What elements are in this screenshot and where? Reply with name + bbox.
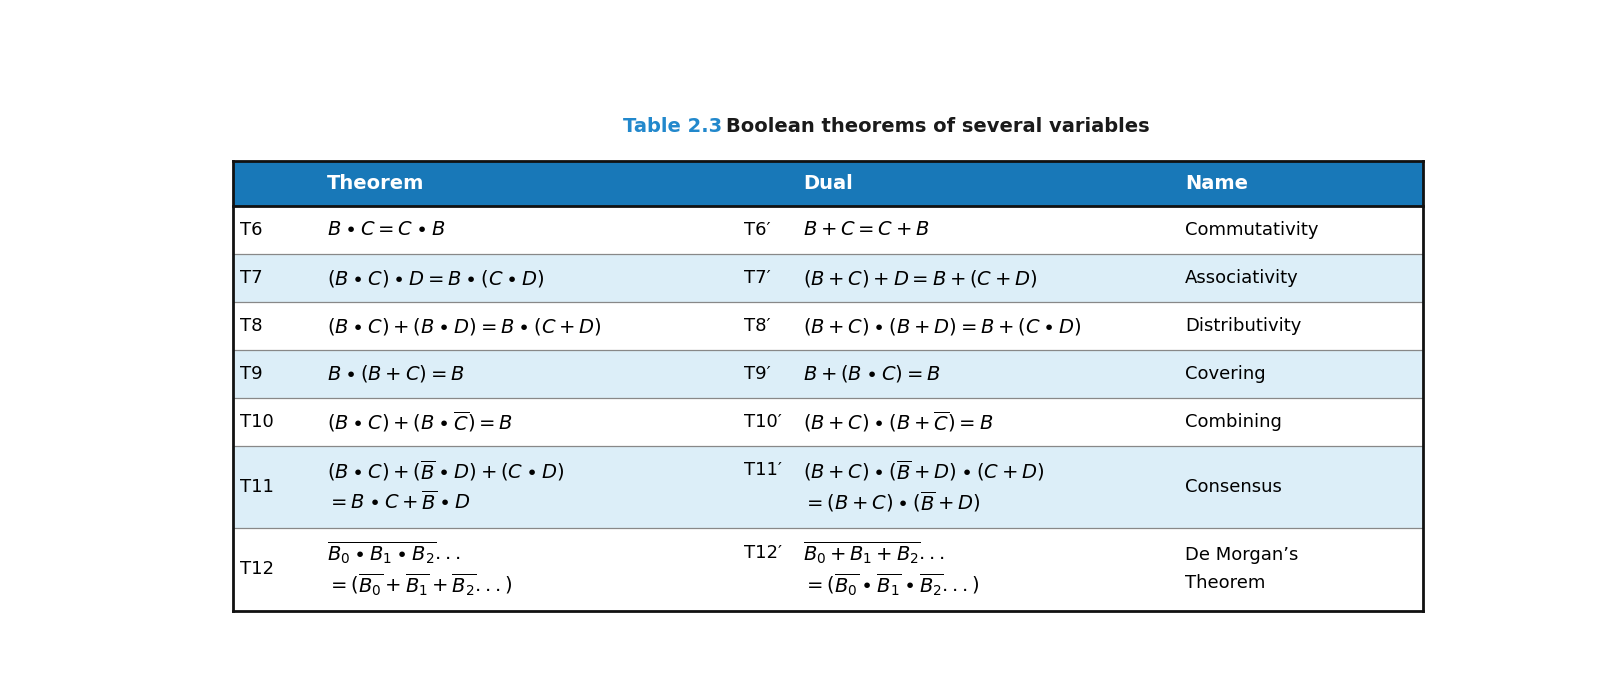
Text: $(B \bullet C) \bullet D = B \bullet (C \bullet D)$: $(B \bullet C) \bullet D = B \bullet (C … xyxy=(326,268,545,288)
Text: $(B \bullet C) + (B \bullet \overline{C}) = B$: $(B \bullet C) + (B \bullet \overline{C}… xyxy=(326,409,514,434)
Bar xyxy=(233,302,1424,350)
Text: Covering: Covering xyxy=(1185,365,1265,383)
Text: T6′: T6′ xyxy=(745,221,771,239)
Text: $\overline{B_0 \bullet B_1 \bullet B_2}...$: $\overline{B_0 \bullet B_1 \bullet B_2}.… xyxy=(326,539,461,566)
Text: $= (\overline{B_0} \bullet \overline{B_1} \bullet \overline{B_2}...)$: $= (\overline{B_0} \bullet \overline{B_1… xyxy=(803,571,981,598)
Text: T11: T11 xyxy=(239,478,273,496)
Bar xyxy=(233,161,1424,206)
Bar xyxy=(233,528,1424,610)
Text: De Morgan’s: De Morgan’s xyxy=(1185,546,1299,564)
Text: $= B \bullet C + \overline{B} \bullet D$: $= B \bullet C + \overline{B} \bullet D$ xyxy=(326,490,472,514)
Text: T11′: T11′ xyxy=(745,461,782,480)
Text: T9: T9 xyxy=(239,365,262,383)
Text: $(B + C) \bullet (\overline{B} + D) \bullet (C + D)$: $(B + C) \bullet (\overline{B} + D) \bul… xyxy=(803,458,1044,483)
Text: $B \bullet (B + C) = B$: $B \bullet (B + C) = B$ xyxy=(326,363,465,384)
Text: Name: Name xyxy=(1185,174,1248,193)
Text: Combining: Combining xyxy=(1185,413,1281,431)
Text: $(B + C) \bullet (B + \overline{C}) = B$: $(B + C) \bullet (B + \overline{C}) = B$ xyxy=(803,409,994,434)
Text: $B + (B \bullet C) = B$: $B + (B \bullet C) = B$ xyxy=(803,363,941,384)
Text: T8′: T8′ xyxy=(745,317,771,335)
Text: $\overline{B_0 + B_1 + B_2}...$: $\overline{B_0 + B_1 + B_2}...$ xyxy=(803,539,945,566)
Text: Theorem: Theorem xyxy=(326,174,425,193)
Text: Commutativity: Commutativity xyxy=(1185,221,1319,239)
Text: Dual: Dual xyxy=(803,174,853,193)
Text: T8: T8 xyxy=(239,317,262,335)
Text: T7′: T7′ xyxy=(745,269,771,287)
Text: $(B \bullet C) + (B \bullet D) = B \bullet (C + D)$: $(B \bullet C) + (B \bullet D) = B \bull… xyxy=(326,316,601,336)
Text: $= (B + C) \bullet (\overline{B} + D)$: $= (B + C) \bullet (\overline{B} + D)$ xyxy=(803,489,981,514)
Text: T10: T10 xyxy=(239,413,273,431)
Text: Distributivity: Distributivity xyxy=(1185,317,1301,335)
Text: Associativity: Associativity xyxy=(1185,269,1299,287)
Text: Table 2.3: Table 2.3 xyxy=(622,117,722,136)
Bar xyxy=(233,398,1424,445)
Text: $(B + C) \bullet (B + D) = B + (C \bullet D)$: $(B + C) \bullet (B + D) = B + (C \bulle… xyxy=(803,316,1081,336)
Text: T12: T12 xyxy=(239,560,273,578)
Text: $= (\overline{B_0} + \overline{B_1} + \overline{B_2}...)$: $= (\overline{B_0} + \overline{B_1} + \o… xyxy=(326,571,512,598)
Text: $B \bullet C = C \bullet B$: $B \bullet C = C \bullet B$ xyxy=(326,221,446,239)
Text: Theorem: Theorem xyxy=(1185,574,1265,592)
Text: T6: T6 xyxy=(239,221,262,239)
Bar xyxy=(233,445,1424,528)
Text: $(B \bullet C) + (\overline{B} \bullet D) + (C \bullet D)$: $(B \bullet C) + (\overline{B} \bullet D… xyxy=(326,458,564,483)
Text: T7: T7 xyxy=(239,269,262,287)
Bar xyxy=(233,254,1424,302)
Text: $(B + C) + D = B + (C + D)$: $(B + C) + D = B + (C + D)$ xyxy=(803,268,1037,288)
Text: Boolean theorems of several variables: Boolean theorems of several variables xyxy=(726,117,1149,136)
Bar xyxy=(233,350,1424,398)
Text: $B + C = C + B$: $B + C = C + B$ xyxy=(803,221,929,239)
Text: T10′: T10′ xyxy=(745,413,782,431)
Text: T9′: T9′ xyxy=(745,365,771,383)
Text: T12′: T12′ xyxy=(745,544,782,562)
Bar xyxy=(233,206,1424,254)
Text: Consensus: Consensus xyxy=(1185,478,1281,496)
